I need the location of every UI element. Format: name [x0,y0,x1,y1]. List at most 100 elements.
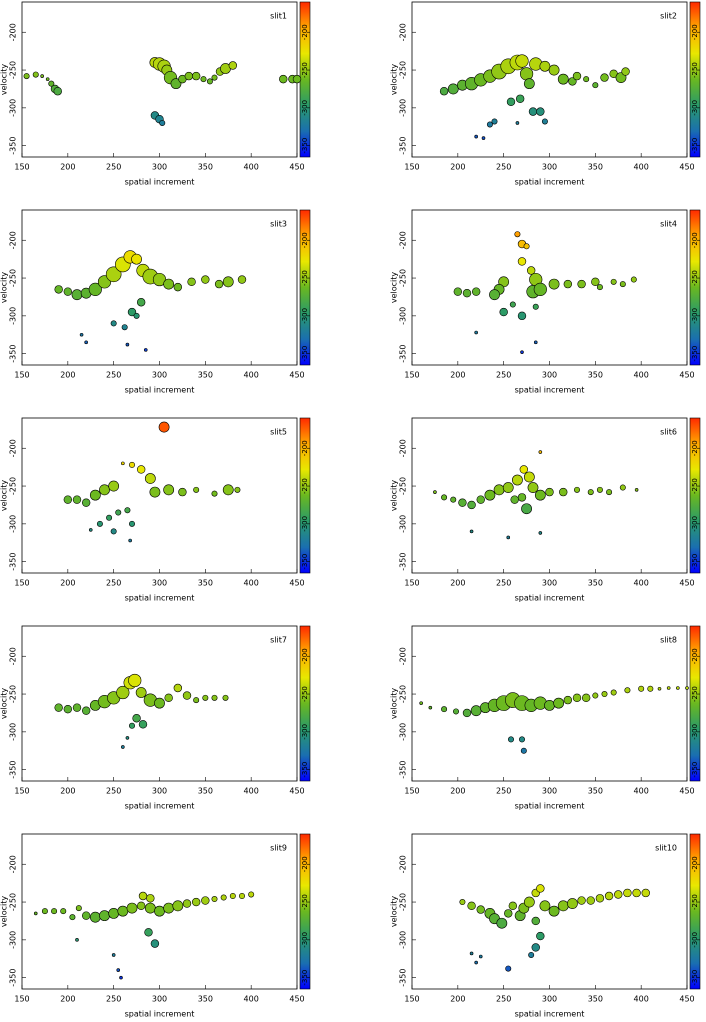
y-tick-label: -200 [9,439,18,457]
data-point [23,73,30,80]
data-point [592,692,599,699]
data-point [71,289,83,301]
x-tick-label: 350 [198,579,213,588]
colorbar-tick-label: -300 [691,100,699,116]
y-tick-label: -250 [9,685,18,703]
data-point [125,736,130,740]
data-point [541,118,548,125]
data-point [129,461,136,468]
x-axis-label: spatial increment [515,594,585,603]
x-tick-label: 400 [244,995,259,1004]
x-tick-label: 350 [198,787,213,796]
data-point [193,697,200,704]
data-point [127,307,137,317]
colorbar [689,1,701,158]
data-point [532,303,539,310]
x-tick-label: 250 [496,787,511,796]
data-point [539,60,551,72]
data-point [533,282,547,296]
data-point [583,76,590,83]
data-point [476,905,485,914]
data-point [518,736,525,743]
colorbar-tick-label: -300 [301,516,309,532]
data-point [178,487,187,497]
data-point [220,894,227,901]
data-point [108,907,120,919]
data-point [586,896,595,905]
data-point [110,528,117,535]
colorbar-tick-label: -200 [301,856,309,872]
data-point [441,494,448,501]
data-point [526,266,536,275]
data-point [173,683,183,693]
data-point [54,703,63,712]
data-point [577,896,586,905]
colorbar-tick-label: -300 [301,932,309,948]
panel-title: slit8 [660,636,677,645]
y-tick-label: -350 [399,553,408,571]
data-point [505,965,512,972]
x-tick-label: 150 [14,371,29,380]
colorbar-tick-label: -250 [691,478,699,494]
data-point [471,287,481,296]
data-point [110,320,117,327]
data-point [539,900,551,912]
data-point [517,257,527,266]
data-point [81,911,91,920]
data-point [143,348,148,352]
x-tick-label: 200 [60,787,75,796]
panel: 150 200 250 300 350 400 450 -200 -250 -300 -350 spa… [390,1,701,187]
colorbar-tick-label: -350 [691,762,699,778]
y-tick-label: -200 [399,231,408,249]
data-point [523,471,535,483]
data-point [601,691,608,698]
data-point [657,686,662,691]
data-point [128,673,142,688]
colorbar [299,209,311,366]
data-point [63,495,73,504]
x-tick-label: 200 [60,371,75,380]
x-tick-label: 350 [198,163,213,172]
panel: 150 200 250 300 350 400 450 -200 -250 -300 -350 spa… [0,417,311,603]
panel-title: slit1 [270,12,287,21]
y-tick-label: -250 [9,477,18,495]
data-point [158,421,170,433]
data-point [234,486,241,493]
data-point [474,960,478,965]
data-point [573,486,580,493]
data-point [132,714,141,723]
data-point [84,340,88,345]
colorbar-tick-label: -250 [301,478,309,494]
data-point [63,287,73,296]
x-tick-label: 200 [60,163,75,172]
data-point [45,77,50,81]
data-point [60,908,67,915]
x-tick-label: 300 [542,371,557,380]
data-point [515,54,529,68]
data-point [666,686,671,690]
data-point [510,495,519,504]
data-point [164,693,173,703]
x-tick-label: 200 [450,995,465,1004]
panel: 150 200 250 300 350 400 450 -200 -250 -300 -350 spa… [390,833,701,1019]
y-tick-label: -200 [399,23,408,41]
data-point [201,275,210,284]
colorbar-tick-label: -250 [691,62,699,78]
data-point [452,708,459,715]
colorbar [689,417,701,574]
y-tick-label: -250 [9,269,18,287]
data-point [596,486,603,493]
panel: 150 200 250 300 350 400 450 -200 -250 -300 -350 spa… [0,209,311,395]
data-point [604,891,614,901]
data-point [536,931,545,941]
x-axis-label: spatial increment [125,802,195,811]
data-point [614,890,623,899]
x-tick-label: 450 [679,163,694,172]
colorbar-tick-label: -200 [301,440,309,456]
x-tick-label: 350 [588,995,603,1004]
data-point [453,287,463,296]
x-tick-label: 350 [588,163,603,172]
data-point [520,747,527,754]
data-point [173,282,183,292]
data-point [125,342,130,347]
